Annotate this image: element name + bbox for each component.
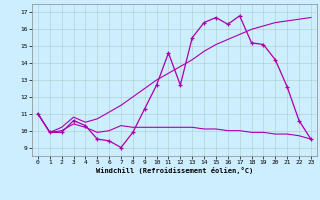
X-axis label: Windchill (Refroidissement éolien,°C): Windchill (Refroidissement éolien,°C) — [96, 167, 253, 174]
